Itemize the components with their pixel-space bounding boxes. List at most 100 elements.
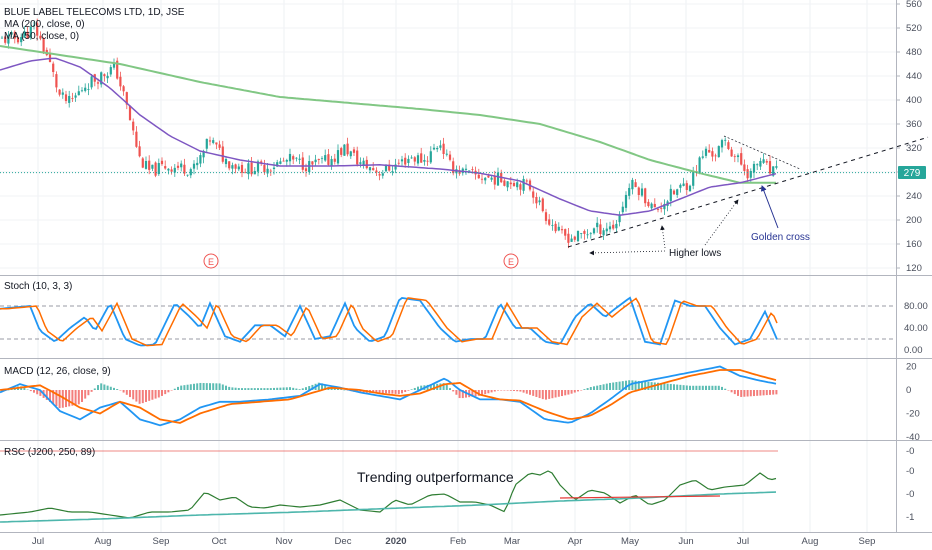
macd-histogram-bar [404,390,407,393]
macd-histogram-bar [660,383,663,390]
macd-histogram-bar [132,390,135,400]
candle-body [605,228,608,232]
macd-histogram-bar [413,387,416,390]
candle-body [269,170,272,172]
candle-body [573,236,576,240]
macd-histogram-bar [253,388,256,390]
macd-histogram-bar [701,385,704,390]
price-tick-label: 400 [906,95,922,106]
macd-histogram-bar [301,388,304,390]
stoch-pane[interactable] [0,296,896,347]
candle-body [0,37,4,39]
candle-body [314,159,317,163]
macd-histogram-bar [276,387,279,390]
candle-body [250,162,253,175]
candle-body [167,168,170,171]
candle-body [692,170,695,186]
candle-body [221,146,224,162]
macd-histogram-bar [125,390,128,395]
candle-body [173,167,176,173]
macd-histogram-bar [708,385,711,390]
macd-histogram-bar [548,390,551,399]
candle-body [247,163,250,175]
macd-histogram-bar [705,385,707,390]
rsc-tick-label: -0 [906,446,914,457]
macd-histogram-bar [81,390,83,402]
higher-lows-arrow [589,250,666,256]
candle-body [128,105,132,121]
macd-histogram-bar [695,385,698,390]
candle-body [724,139,727,141]
candle-body [730,149,733,157]
earnings-marker[interactable]: E [203,253,219,269]
macd-histogram-bar [477,390,480,396]
price-pane[interactable] [0,18,929,256]
macd-histogram-bar [74,390,77,406]
macd-histogram-bar [135,390,138,402]
candle-body [36,23,39,36]
candle-body [397,162,400,164]
candle-body [327,154,330,165]
candle-body [164,166,167,169]
macd-histogram-bar [410,389,413,390]
candle-body [532,191,535,198]
candle-body [416,155,420,164]
candle-body [624,194,628,208]
candle-body [64,94,68,101]
macd-histogram-bar [90,390,93,392]
macd-histogram-bar [551,390,554,399]
macd-histogram-bar [666,383,669,390]
candle-body [743,164,746,171]
candle-body [512,183,516,187]
price-tick-label: 320 [906,143,922,154]
candle-body [10,32,13,35]
macd-histogram-bar [769,390,771,395]
candle-body [196,162,199,166]
macd-histogram-bar [692,385,695,390]
candle-body [292,156,295,160]
earnings-label: E [208,257,214,267]
candle-body [333,158,336,162]
candle-body [375,170,378,173]
candle-body [29,26,32,38]
macd-histogram-bar [295,388,298,390]
rsc-tick-label: -1 [906,512,914,523]
ma200-line [0,45,776,184]
candle-body [20,37,23,43]
rsc-tick-label: -0 [906,489,914,500]
candle-body [135,131,138,147]
candle-body [445,153,448,155]
price-tick-label: 240 [906,191,922,202]
macd-histogram-bar [138,390,141,404]
candle-body [429,151,432,163]
candle-body [148,160,151,170]
macd-histogram-bar [557,390,560,397]
candle-body [525,180,528,182]
candle-body [592,228,596,234]
candle-body [586,234,589,236]
macd-histogram-bar [333,388,336,390]
macd-histogram-bar [625,380,627,390]
candle-body [391,171,394,173]
candle-body [100,72,103,85]
macd-pane[interactable] [0,365,778,427]
candle-body [356,150,359,165]
rsc-pane[interactable] [0,450,778,523]
earnings-marker[interactable]: E [503,253,519,269]
macd-histogram-bar [106,385,109,390]
candle-body [432,147,436,150]
macd-histogram-bar [151,390,154,400]
chart-title: BLUE LABEL TELECOMS LTD, 1D, JSE [4,7,185,18]
candle-body [660,208,663,209]
candle-body [16,37,20,43]
candle-body [701,156,704,158]
candle-body [628,187,631,196]
candle-body [669,188,672,201]
candle-body [644,188,647,204]
higher-lows-arrow [704,199,739,246]
macd-histogram-bar [481,390,483,396]
candle-body [698,157,701,174]
candle-body [266,168,269,174]
